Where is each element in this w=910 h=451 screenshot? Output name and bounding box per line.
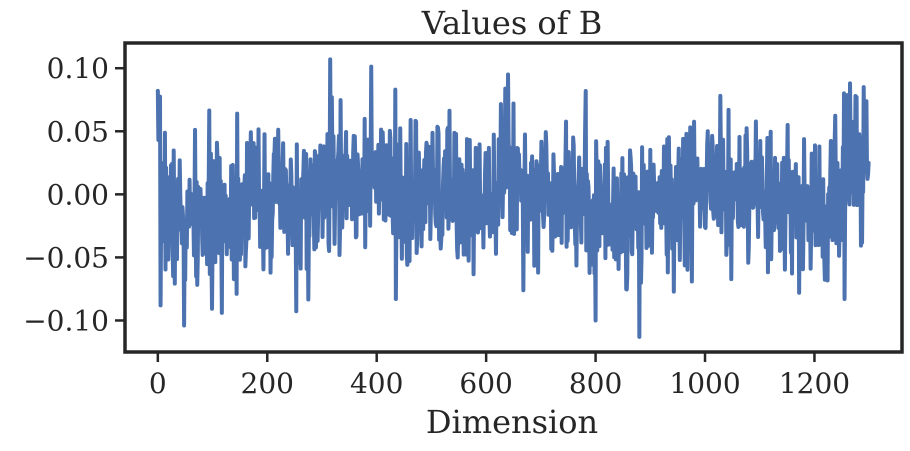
- y-tick-label: −0.10: [23, 304, 109, 337]
- series-line: [155, 57, 871, 339]
- x-tick-label: 400: [350, 367, 403, 400]
- x-tick-label: 1000: [669, 367, 740, 400]
- x-axis: 0 200 400 600 800 1000 1200: [149, 352, 850, 400]
- x-tick-label: 0: [149, 367, 167, 400]
- x-tick-label: 800: [569, 367, 622, 400]
- y-tick-label: 0.05: [47, 115, 109, 148]
- axes-frame: [123, 41, 904, 354]
- plot-area: [155, 57, 871, 339]
- y-axis: 0.10 0.05 0.00 −0.05 −0.10: [23, 52, 125, 337]
- x-tick-label: 1200: [779, 367, 850, 400]
- y-tick-label: 0.00: [47, 178, 109, 211]
- x-tick-label: 600: [459, 367, 512, 400]
- chart-title: Values of B: [421, 4, 602, 42]
- x-tick-label: 200: [241, 367, 294, 400]
- y-tick-label: 0.10: [47, 52, 109, 85]
- y-tick-label: −0.05: [23, 241, 109, 274]
- x-axis-label: Dimension: [426, 403, 598, 441]
